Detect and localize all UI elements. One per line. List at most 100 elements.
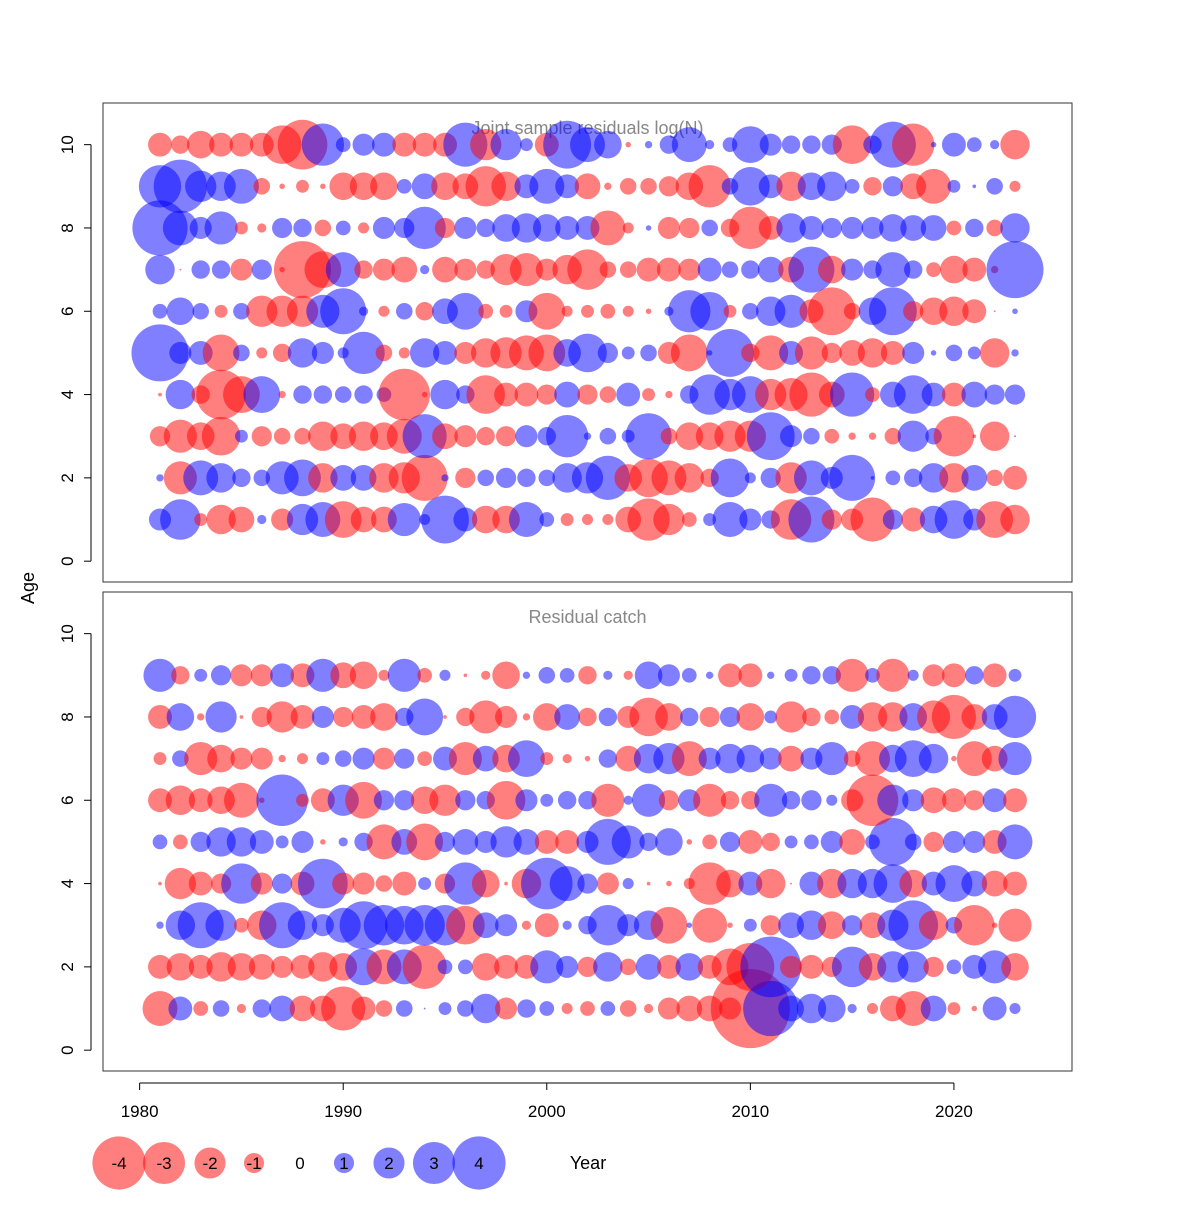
bubble-age8-year1991 <box>358 222 370 234</box>
bubble-age3-year2018 <box>888 900 939 951</box>
bubble-age2-year2023 <box>1003 465 1027 490</box>
bubble-age5-year2017 <box>880 340 905 365</box>
bubble-age5-year1996 <box>452 829 479 855</box>
bubble-age4-year2003 <box>596 872 619 895</box>
bubble-age1-year1982 <box>160 499 201 540</box>
bubble-age8-year2019 <box>920 215 947 241</box>
bubble-age8-year2015 <box>841 216 864 239</box>
bubble-age1-year2012 <box>778 995 804 1022</box>
bubble-age5-year2021 <box>963 830 986 853</box>
bubble-age6-year2018 <box>902 789 925 812</box>
bubble-age3-year1998 <box>495 426 517 447</box>
bubble-age8-year1988 <box>290 704 315 729</box>
bubble-age6-year2021 <box>962 299 987 324</box>
bubble-age5-year2001 <box>555 829 580 854</box>
bubble-age4-year1990 <box>332 872 355 895</box>
bubble-age9-year2006 <box>657 664 680 687</box>
bubble-age2-year2011 <box>760 467 781 488</box>
bubble-age5-year2020 <box>942 830 965 853</box>
bubble-age5-year2021 <box>967 346 981 360</box>
bubble-age3-year2013 <box>796 910 827 940</box>
bubble-age4-year2012 <box>790 882 792 885</box>
bubble-age8-year1998 <box>495 705 518 728</box>
bubble-age4-year1997 <box>466 375 506 414</box>
bubble-age5-year2015 <box>839 829 866 855</box>
bubble-age7-year1986 <box>250 747 273 770</box>
bubble-age7-year1992 <box>372 747 395 770</box>
bubble-age7-year2009 <box>721 261 739 278</box>
bubble-age8-year2010 <box>729 206 772 250</box>
legend-item: -4 <box>92 1136 146 1190</box>
bubble-age10-year1990 <box>335 137 351 153</box>
bubble-age1-year1982 <box>168 996 193 1021</box>
bubble-age1-year1995 <box>438 1002 452 1015</box>
bubble-age5-year2004 <box>621 346 635 360</box>
bubble-age9-year1997 <box>481 670 491 680</box>
bubble-age1-year2014 <box>821 509 842 530</box>
bubble-age3-year1995 <box>432 423 458 450</box>
bubble-age10-year1993 <box>392 132 417 157</box>
bubble-age7-year2011 <box>757 256 784 283</box>
bubble-age3-year2000 <box>534 913 559 938</box>
bubble-age9-year2018 <box>907 669 919 681</box>
bubble-age5-year2007 <box>670 334 708 372</box>
bubble-age3-year1988 <box>287 910 318 940</box>
bubble-age8-year2008 <box>699 706 720 728</box>
bubble-age6-year2009 <box>723 304 737 318</box>
bubble-age9-year2012 <box>784 668 798 682</box>
bubble-age1-year2013 <box>788 496 835 543</box>
bubble-age6-year2005 <box>632 783 666 817</box>
bubble-age6-year2011 <box>754 783 788 817</box>
bubble-age10-year2010 <box>731 126 769 164</box>
bubble-age1-year2023 <box>1009 1003 1021 1015</box>
bubble-age7-year2013 <box>788 246 835 293</box>
bubble-age7-year2015 <box>841 258 864 281</box>
bubble-age5-year2018 <box>904 833 922 851</box>
x-tick-label: 1990 <box>324 1102 362 1121</box>
bubble-age4-year2013 <box>799 871 824 896</box>
bubble-age8-year2013 <box>802 707 821 727</box>
bubble-age5-year2020 <box>945 344 963 362</box>
bubble-age3-year1994 <box>402 414 447 459</box>
bubble-age7-year1983 <box>191 260 210 279</box>
bubble-age9-year2002 <box>574 173 601 200</box>
bubble-age6-year1985 <box>233 302 250 320</box>
y-tick-label: 6 <box>58 307 77 316</box>
bubble-age4-year1992 <box>375 875 393 892</box>
bubble-age4-year2020 <box>935 865 973 902</box>
bubble-age9-year2005 <box>634 661 663 690</box>
bubble-age5-year1992 <box>375 344 393 362</box>
bubble-age7-year1999 <box>509 253 543 287</box>
bubble-age2-year2022 <box>986 469 1003 487</box>
bubble-age8-year1989 <box>311 705 334 728</box>
bubble-age2-year1986 <box>253 469 271 487</box>
bubble-age10-year2004 <box>625 141 631 148</box>
legend-label: 0 <box>295 1154 304 1173</box>
bubble-age5-year1992 <box>366 824 402 860</box>
bubble-age9-year2011 <box>767 671 775 679</box>
bubble-age3-year2006 <box>650 906 688 944</box>
bubble-age5-year2014 <box>820 830 843 853</box>
bubble-age2-year2006 <box>656 954 681 979</box>
bubble-age1-year2007 <box>676 995 703 1022</box>
bubble-age1-year2020 <box>934 500 974 539</box>
bubble-age5-year2011 <box>753 335 789 371</box>
bubble-age9-year2008 <box>705 671 714 679</box>
legend-item: -1 <box>243 1152 265 1174</box>
bubble-age8-year2005 <box>645 225 652 231</box>
bubble-age7-year2012 <box>778 745 804 772</box>
bubble-age3-year2018 <box>897 420 929 452</box>
bubble-age8-year1981 <box>148 704 172 729</box>
bubble-age8-year1990 <box>333 706 354 728</box>
bubble-age4-year2014 <box>817 868 847 899</box>
bubble-age2-year1997 <box>477 469 494 487</box>
bubble-age7-year1994 <box>417 751 433 766</box>
bubble-age8-year2014 <box>821 217 842 239</box>
legend-item: 3 <box>412 1141 456 1185</box>
bubble-age8-year2021 <box>961 704 988 730</box>
bubble-age2-year2010 <box>744 472 756 484</box>
bubble-age1-year1996 <box>453 507 478 532</box>
bubble-age4-year1999 <box>514 382 539 407</box>
bubble-age10-year2021 <box>966 137 982 153</box>
